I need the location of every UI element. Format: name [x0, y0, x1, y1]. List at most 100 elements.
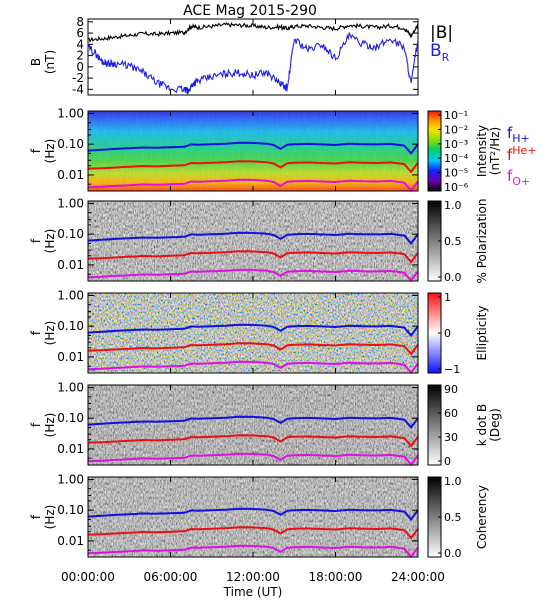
colorbar-tick-label: 0.5: [444, 511, 462, 524]
figure-title: ACE Mag 2015-290: [183, 3, 317, 19]
f-o-plus-line: [87, 268, 419, 283]
y-axis-label: f: [29, 330, 43, 335]
x-tick-label: 24:00:00: [391, 570, 445, 584]
legend-f-h: fH+: [507, 124, 530, 145]
f-h-plus-line: [87, 415, 419, 429]
legend-f-h-main: f: [507, 124, 513, 142]
legend-b-r: BR: [430, 41, 450, 64]
f-he-plus-line: [87, 250, 419, 264]
f-he-plus-line: [87, 160, 419, 174]
y-tick-label: 0.01: [57, 442, 84, 456]
gyrofrequency-legend: fH+ fHe+ fO+: [507, 124, 537, 188]
colorbar-tick-label: 10⁻⁶: [444, 181, 469, 194]
colorbar-label: % Polarization: [475, 199, 489, 284]
f-he-plus-line: [87, 342, 419, 356]
ellipticity-panel: 1.00 0.10 0.01 f (Hz) 1 0 −1 Ellipticity: [29, 288, 489, 376]
y-tick-label: 0.10: [57, 227, 84, 241]
colorbar-tick-label: 10⁻⁵: [444, 167, 468, 180]
y-tick-label: 1.00: [57, 380, 84, 394]
colorbar-label: Intensity: [475, 125, 489, 177]
y-tick-label: 1.00: [57, 472, 84, 486]
colorbar-tick-label: −1: [444, 363, 460, 376]
colorbar-tick-label: 60: [444, 407, 458, 420]
colorbar-tick-label: 10⁻⁴: [444, 152, 469, 165]
y-tick-label: 4: [76, 37, 84, 51]
legend-f-h-sub: H+: [512, 132, 530, 145]
f-h-plus-line: [87, 507, 419, 521]
y-tick-label: -2: [72, 71, 84, 85]
y-tick-label: 0.01: [57, 534, 84, 548]
spectrogram-texture: [88, 111, 418, 191]
b-r-series: [87, 32, 419, 95]
f-o-plus-line: [87, 178, 419, 193]
colorbar-tick-label: 10⁻³: [444, 138, 468, 151]
y-tick-label: 8: [76, 15, 84, 29]
y-tick-label: 0.10: [57, 411, 84, 425]
y-tick-label: 6: [76, 26, 84, 40]
colorbar-label: k dot B: [475, 404, 489, 446]
colorbar-tick-label: 0.0: [444, 271, 462, 284]
x-tick-label: 18:00:00: [309, 570, 363, 584]
polarization-panel: 1.00 0.10 0.01 f (Hz) 1.0 0.5 0.0 % Polarization: [29, 196, 489, 284]
colorbar-tick-label: 0: [444, 327, 451, 340]
y-tick-label: 1.00: [57, 288, 84, 302]
y-tick-label: 0.10: [57, 319, 84, 333]
colorbar: [427, 110, 442, 192]
y-tick-label: 1.00: [57, 196, 84, 210]
colorbar-label: Ellipticity: [475, 306, 489, 361]
f-he-plus-line: [87, 434, 419, 448]
y-tick-label: 0.01: [57, 350, 84, 364]
legend-b-r-main: B: [430, 41, 442, 61]
spectrogram-texture: [88, 293, 418, 373]
y-axis-unit: (nT): [43, 50, 57, 74]
colorbar-tick-label: 1.0: [444, 475, 462, 488]
colorbar-tick-label: 0: [444, 455, 451, 468]
f-o-plus-line: [87, 360, 419, 375]
x-tick-label: 00:00:00: [61, 570, 115, 584]
colorbar-tick-label: 1: [444, 291, 451, 304]
y-axis-unit: (Hz): [43, 229, 57, 254]
y-tick-label: -4: [72, 82, 84, 96]
legend-f-he: fHe+: [507, 144, 537, 164]
y-tick-label: 0.10: [57, 137, 84, 151]
spectrogram-texture: [88, 201, 418, 281]
y-tick-label: 0: [76, 60, 84, 74]
colorbar-tick-label: 30: [444, 431, 458, 444]
y-axis-unit: (Hz): [43, 139, 57, 164]
y-tick-label: 0.01: [57, 168, 84, 182]
plot-frame: [87, 18, 419, 96]
legend-b-r-sub: R: [442, 51, 450, 64]
y-tick-label: 0.10: [57, 503, 84, 517]
f-h-plus-line: [87, 141, 419, 155]
y-axis-label: f: [29, 422, 43, 427]
colorbar-unit: (Deg): [488, 408, 502, 442]
spectrogram-texture: [88, 477, 418, 557]
k-dot-b-panel: 1.00 0.10 0.01 f (Hz) 90 60 30 0 k dot B (Deg): [29, 380, 502, 468]
legend-b-total: |B|: [430, 23, 453, 43]
y-axis-label: f: [29, 238, 43, 243]
x-tick-label: 12:00:00: [226, 570, 280, 584]
colorbar-unit: (nT²/Hz): [488, 127, 502, 175]
legend-f-he-sub: He+: [512, 144, 536, 157]
spectrogram-texture: [88, 385, 418, 465]
y-tick-label: 1.00: [57, 106, 84, 120]
x-axis-label: Time (UT): [223, 585, 283, 599]
spectrogram-panels: 1.000.100.01f (Hz)10⁻¹10⁻²10⁻³10⁻⁴10⁻⁵10⁻…: [29, 106, 502, 560]
x-tick-label: 06:00:00: [144, 570, 198, 584]
f-h-plus-line: [87, 323, 419, 337]
colorbar-tick-label: 1.0: [444, 199, 462, 212]
y-axis-unit: (Hz): [43, 413, 57, 438]
y-axis-unit: (Hz): [43, 321, 57, 346]
f-h-plus-line: [87, 231, 419, 245]
y-axis-label: f: [29, 514, 43, 519]
y-axis-label: f: [29, 148, 43, 153]
y-axis-unit: (Hz): [43, 505, 57, 530]
colorbar-tick-label: 10⁻¹: [444, 109, 468, 122]
colorbar-label: Coherency: [475, 485, 489, 549]
legend-f-o: fO+: [507, 167, 530, 188]
x-axis: 00:00:00 06:00:00 12:00:00 18:00:00 24:00:00: [61, 19, 445, 584]
colorbar-tick-label: 0.0: [444, 547, 462, 560]
b-total-series: [87, 21, 419, 43]
